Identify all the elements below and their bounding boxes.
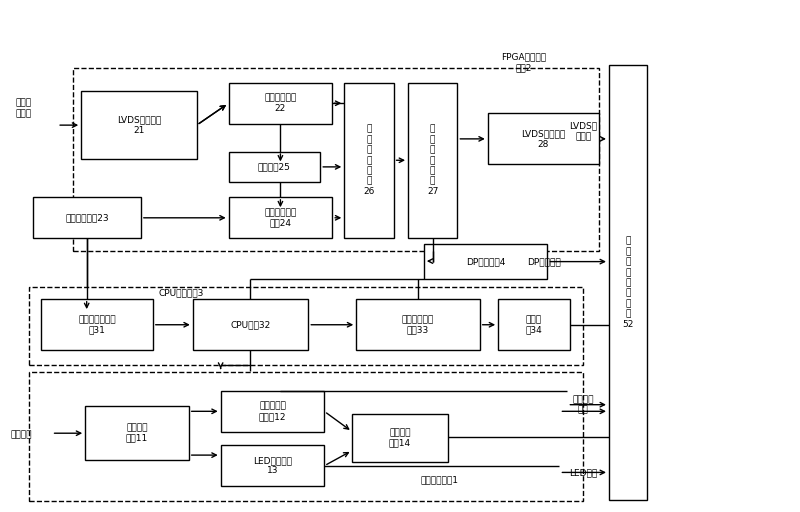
FancyBboxPatch shape	[408, 83, 458, 238]
Text: CPU模块32: CPU模块32	[230, 320, 270, 329]
Text: 电源处理
模块11: 电源处理 模块11	[126, 423, 148, 443]
FancyBboxPatch shape	[229, 198, 332, 238]
FancyBboxPatch shape	[229, 83, 332, 123]
Text: 液晶模组电
源模块12: 液晶模组电 源模块12	[258, 401, 286, 421]
Text: 输入缓存模块
22: 输入缓存模块 22	[264, 94, 297, 113]
Text: DP编码模块4: DP编码模块4	[466, 257, 506, 266]
FancyBboxPatch shape	[609, 65, 647, 500]
Text: 电源处理单元1: 电源处理单元1	[421, 476, 459, 484]
Text: LED驱动模块
13: LED驱动模块 13	[253, 456, 292, 476]
Text: 内建信号缓存
模块24: 内建信号缓存 模块24	[264, 208, 297, 227]
Text: DP测试信号: DP测试信号	[526, 257, 560, 266]
Text: LVDS编码模块
28: LVDS编码模块 28	[522, 129, 566, 148]
FancyBboxPatch shape	[42, 300, 153, 350]
FancyBboxPatch shape	[81, 91, 197, 159]
Text: 外部电源: 外部电源	[10, 431, 32, 440]
Text: 外部测
试信号: 外部测 试信号	[16, 99, 32, 118]
Text: 图片信号处理模
块31: 图片信号处理模 块31	[78, 315, 116, 334]
FancyBboxPatch shape	[221, 445, 324, 486]
FancyBboxPatch shape	[34, 198, 141, 238]
FancyBboxPatch shape	[424, 244, 547, 279]
Text: 液
晶
模
组
测
试
接
口
52: 液 晶 模 组 测 试 接 口 52	[622, 237, 634, 329]
Text: FPGA信号处理
单元2: FPGA信号处理 单元2	[501, 53, 546, 72]
FancyBboxPatch shape	[221, 391, 324, 432]
Text: 液晶模组
电源: 液晶模组 电源	[573, 395, 594, 414]
Text: 侦测模块25: 侦测模块25	[258, 162, 291, 172]
Text: LVDS测
试信号: LVDS测 试信号	[570, 121, 598, 141]
Text: LVDS解码模块
21: LVDS解码模块 21	[117, 115, 161, 135]
FancyBboxPatch shape	[352, 414, 448, 462]
FancyBboxPatch shape	[229, 152, 320, 182]
Text: 模组信息读写
模块33: 模组信息读写 模块33	[402, 315, 434, 334]
FancyBboxPatch shape	[344, 83, 394, 238]
FancyBboxPatch shape	[356, 300, 480, 350]
Text: 装置供电
模块14: 装置供电 模块14	[389, 429, 411, 448]
FancyBboxPatch shape	[498, 300, 570, 350]
FancyBboxPatch shape	[85, 406, 189, 460]
Text: 内建信号模块23: 内建信号模块23	[66, 214, 109, 222]
Text: 人机接
口34: 人机接 口34	[526, 315, 542, 334]
Text: CPU控制单元3: CPU控制单元3	[158, 288, 203, 297]
FancyBboxPatch shape	[193, 300, 308, 350]
Text: LED背光: LED背光	[570, 468, 598, 477]
Text: 信
号
交
换
模
块
26: 信 号 交 换 模 块 26	[363, 125, 374, 196]
FancyBboxPatch shape	[488, 114, 599, 164]
Text: 信
号
处
理
模
块
27: 信 号 处 理 模 块 27	[427, 125, 438, 196]
